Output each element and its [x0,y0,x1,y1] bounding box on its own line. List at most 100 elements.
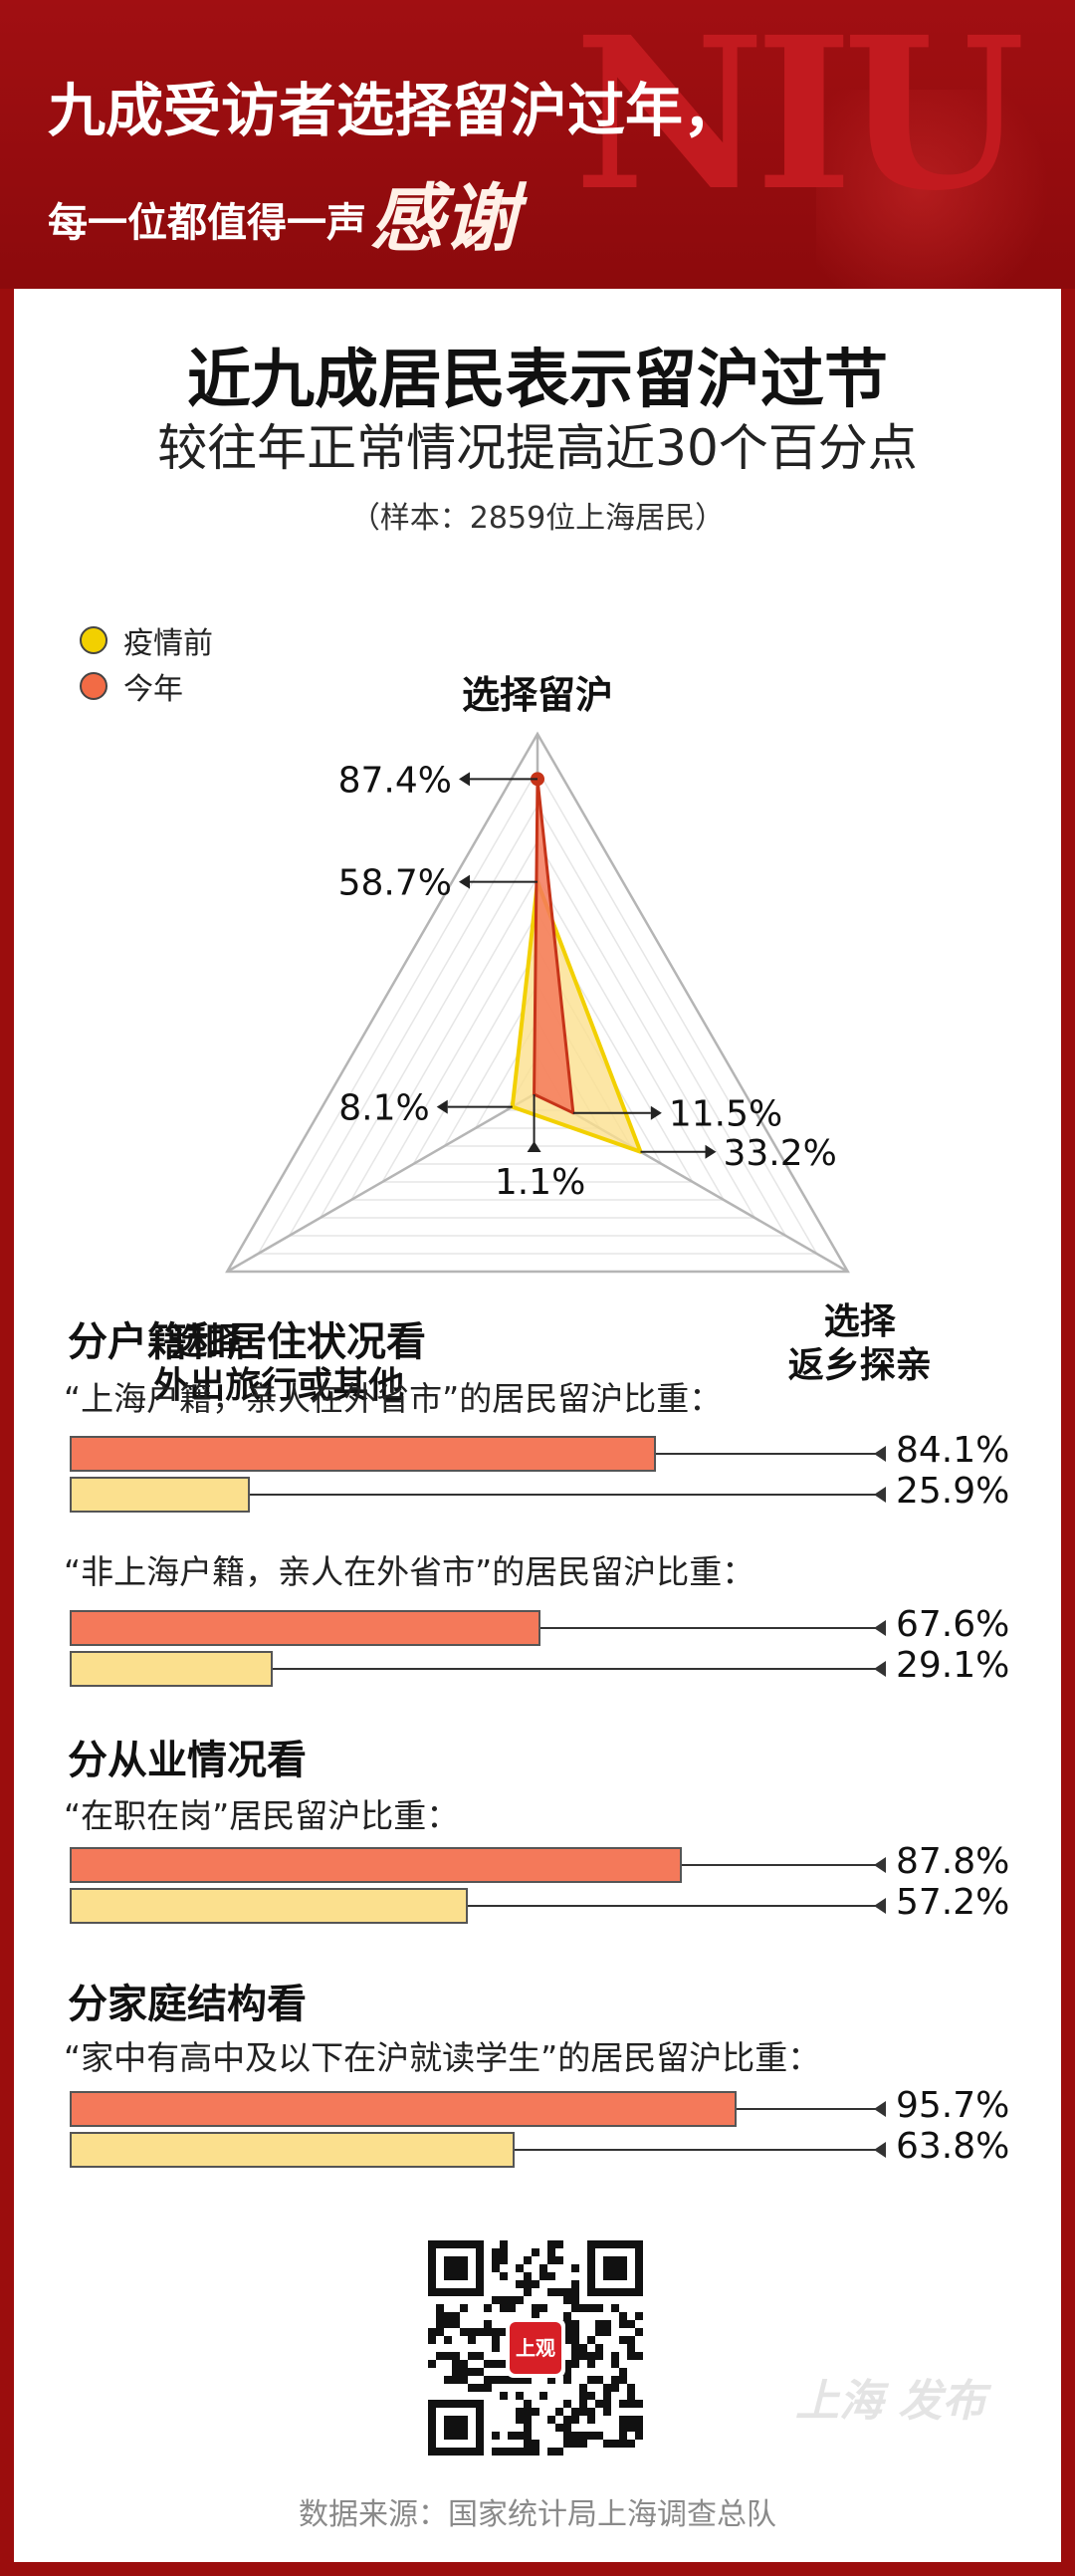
qr-module [524,2448,532,2456]
bar-value: 95.7% [896,2085,1010,2126]
qr-module [627,2424,635,2432]
qr-module [579,2384,587,2392]
qr-module [539,2264,547,2272]
qr-module [611,2360,619,2368]
qr-module [563,2320,571,2328]
qr-module [524,2408,532,2416]
qr-module [516,2376,524,2384]
headline-line1: 九成受访者选择留沪过年， [48,77,742,144]
qr-module [587,2360,595,2368]
qr-module [571,2288,579,2296]
qr-module [579,2392,587,2400]
qr-module [563,2312,571,2320]
qr-module [547,2288,555,2296]
qr-module [579,2408,587,2416]
qr-module [603,2384,611,2392]
qr-badge-text: 上观 [516,2336,555,2360]
qr-module [611,2384,619,2392]
qr-module [484,2328,492,2336]
radar-chart: 87.4%58.7%11.5%33.2%8.1%1.1%选择留沪选择返乡探亲选择… [153,673,932,1406]
qr-module [484,2304,492,2312]
qr-module [428,2328,436,2336]
qr-module [547,2240,555,2248]
qr-module [627,2392,635,2400]
niu-decoration: NIU [573,0,1025,237]
qr-module [436,2304,444,2312]
data-source: 数据来源：国家统计局上海调查总队 [299,2497,776,2532]
radar-grid-ring [349,875,726,1201]
qr-module [595,2344,603,2352]
qr-module [524,2288,532,2296]
qr-module [539,2392,547,2400]
qr-module [555,2408,563,2416]
qr-code[interactable]: 上观 [428,2240,643,2456]
sub-title: 较往年正常情况提高近30个百分点 [157,419,918,477]
qr-module [508,2376,516,2384]
qr-module [460,2368,468,2376]
qr-module [524,2376,532,2384]
bar-value: 67.6% [896,1604,1010,1645]
qr-module [516,2296,524,2304]
qr-module [460,2376,468,2384]
qr-module [595,2376,603,2384]
content-card: 近九成居民表示留沪过节 较往年正常情况提高近30个百分点 （样本：2859位上海… [14,289,1061,2562]
bar-pre [70,1888,469,1924]
qr-module [571,2432,579,2440]
qr-module [563,2288,571,2296]
qr-module [516,2448,524,2456]
qr-module [635,2352,643,2360]
sample-note: （样本：2859位上海居民） [349,501,726,536]
qr-module [571,2296,579,2304]
qr-module [579,2400,587,2408]
qr-module [492,2432,500,2440]
qr-module [619,2336,627,2344]
qr-module [635,2416,643,2424]
qr-module [603,2320,611,2328]
qr-module [603,2408,611,2416]
qr-module [452,2320,460,2328]
qr-module [587,2352,595,2360]
qr-module [516,2392,524,2400]
qr-module [492,2344,500,2352]
bar-arrow [874,1620,886,1636]
qr-module [444,2312,452,2320]
qr-module [595,2432,603,2440]
legend-item-now: 今年 [80,663,213,709]
value-label-now-stay-arrow [459,772,470,787]
qr-module [500,2328,508,2336]
bar-value: 87.8% [896,1841,1010,1882]
bar-leader [655,1453,884,1455]
radar-outer-ring [225,731,850,1274]
qr-module [492,2296,500,2304]
qr-module [563,2440,571,2448]
headline-line2: 每一位都值得一声感谢 [48,159,518,266]
bar-now [70,1436,656,1472]
qr-module [492,2256,500,2264]
qr-module [428,2360,436,2368]
bar-row-pre: 57.2% [70,1882,1009,1924]
qr-module [619,2400,627,2408]
qr-module [532,2312,539,2320]
qr-module [603,2328,611,2336]
value-label-pre-travel: 8.1% [338,1088,429,1129]
qr-module [571,2336,579,2344]
qr-module [579,2352,587,2360]
section-title: 分从业情况看 [68,1738,307,1783]
qr-module [468,2352,476,2360]
qr-module [484,2360,492,2368]
qr-module [579,2344,587,2352]
qr-module [595,2352,603,2360]
qr-module [587,2408,595,2416]
value-label-pre-stay: 58.7% [338,863,452,904]
radar-grid-ring [288,804,787,1237]
qr-module [500,2256,508,2264]
axis-label-home-line2: 返乡探亲 [788,1345,932,1386]
qr-module [492,2360,500,2368]
qr-module [452,2352,460,2360]
qr-module [571,2344,579,2352]
qr-module [436,2312,444,2320]
qr-module [595,2304,603,2312]
qr-module [452,2360,460,2368]
bar-now [70,2091,737,2127]
bar-arrow [874,1446,886,1462]
